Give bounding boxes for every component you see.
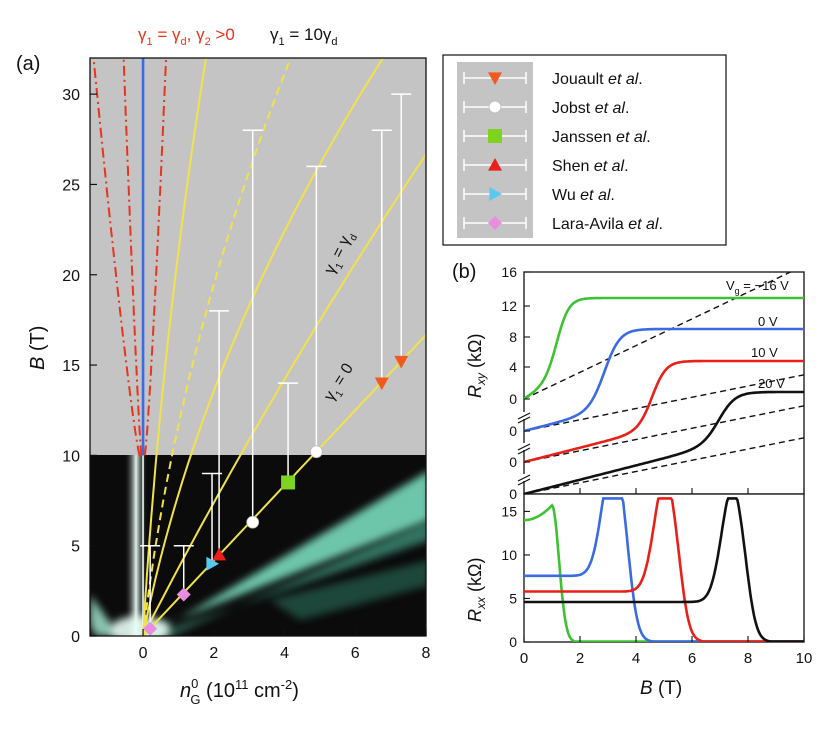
- rxy-curve: [524, 390, 804, 494]
- rxx-curve: [524, 497, 804, 642]
- data-point: [394, 355, 409, 369]
- rxy-classical-line: [524, 405, 804, 463]
- rxx-tick-label: 10: [501, 547, 517, 563]
- b-x-tick-label: 4: [632, 650, 640, 667]
- rxy-curve: [524, 359, 804, 464]
- x-tick-label: 2: [209, 645, 218, 662]
- red-curve-right: [143, 58, 167, 456]
- rxy-tick-label: 12: [501, 298, 517, 314]
- spectrum-glow: [90, 455, 426, 636]
- rxy-tick-label: 4: [509, 359, 517, 375]
- yellow-curve-gamma-d: [142, 152, 426, 636]
- legend-label: Janssen et al.: [552, 129, 651, 146]
- data-point: [143, 621, 158, 636]
- y-tick-label: 10: [62, 448, 80, 465]
- legend: Jouault et al. Jobst et al. Janssen et al.…: [442, 54, 727, 246]
- legend-swatch-area: [457, 62, 533, 238]
- rxx-tick-label: 5: [509, 590, 517, 606]
- legend-marker: [488, 158, 502, 171]
- red-curve-left-outer: [92, 58, 141, 456]
- b-x-tick-label: 8: [744, 650, 752, 667]
- yellow-curve-dashed: [142, 58, 292, 636]
- rxy-tick-label: 16: [501, 264, 517, 280]
- data-point: [212, 547, 227, 561]
- rxy-tick-label: 0: [509, 454, 517, 470]
- y-tick-label: 5: [71, 539, 80, 556]
- legend-label: Lara-Avila et al.: [552, 216, 663, 233]
- y-tick-label: 20: [62, 268, 80, 285]
- panel-b-bottom-ylabel: Rxx (kΩ): [465, 558, 488, 622]
- experimental-data: [140, 93, 412, 636]
- y-tick-label: 0: [71, 629, 80, 646]
- y-tick-label: 15: [62, 358, 80, 375]
- legend-label: Wu et al.: [552, 187, 615, 204]
- x-tick-label: 8: [422, 645, 431, 662]
- panel-a-plot-area: [90, 58, 426, 636]
- panel-a-label: (a): [16, 53, 40, 75]
- panel-b-label: (b): [452, 261, 476, 283]
- rxy-classical-line: [524, 437, 804, 494]
- panel-a-axes: 0 2 4 6 8 0 5 10 15 20 25 30: [62, 87, 430, 662]
- rxy-classical-line: [524, 374, 804, 432]
- annotation-vg-16: Vg = −16 V: [726, 278, 789, 296]
- rxy-curve: [524, 327, 804, 433]
- data-point: [310, 445, 323, 459]
- rxy-classical-line: [524, 272, 793, 400]
- rxy-curves: [524, 272, 804, 494]
- legend-marker: [489, 187, 502, 201]
- rxx-curve: [524, 497, 804, 642]
- panel-b-top-ylabel: Rxy (kΩ): [465, 334, 488, 398]
- b-x-tick-label: 10: [796, 650, 813, 667]
- x-tick-label: 6: [351, 645, 360, 662]
- legend-marker: [488, 129, 502, 143]
- rxy-tick-label: 0: [509, 391, 517, 407]
- x-tick-label: 0: [139, 645, 148, 662]
- data-point: [206, 556, 220, 571]
- rxx-tick-label: 15: [501, 503, 517, 519]
- rxy-tick-label: 0: [509, 423, 517, 439]
- annotation-0v: 0 V: [758, 314, 778, 329]
- annotation-20v: 20 V: [758, 376, 785, 391]
- yellow-curve-1: [142, 58, 207, 636]
- legend-label: Shen et al.: [552, 158, 629, 175]
- rxy-curve: [524, 296, 804, 400]
- annotation-10v: 10 V: [751, 345, 778, 360]
- axis-break-marks: [517, 412, 531, 486]
- data-point: [281, 475, 296, 490]
- gray-region: [90, 58, 426, 455]
- panel-b-xlabel: B (T): [640, 678, 682, 699]
- y-tick-label: 30: [62, 87, 80, 104]
- top-label-red: γ1 = γd, γ2 >0: [138, 25, 235, 48]
- y-tick-label: 25: [62, 177, 80, 194]
- legend-marker: [488, 216, 502, 230]
- panel-a-ylabel: B (T): [27, 326, 49, 370]
- rxx-curves: [524, 497, 804, 642]
- rxy-tick-label: 8: [509, 329, 517, 345]
- data-point: [374, 377, 389, 391]
- legend-label: Jobst et al.: [552, 100, 629, 117]
- x-tick-label: 4: [280, 645, 289, 662]
- legend-marker: [488, 72, 502, 85]
- red-curve-left-inner: [122, 58, 143, 456]
- rxx-tick-label: 0: [509, 634, 517, 650]
- rxy-tick-label: 0: [509, 486, 517, 502]
- legend-label: Jouault et al.: [552, 71, 643, 88]
- panel-a-xlabel: n0 G (1011 cm-2): [180, 676, 299, 707]
- yellow-curve-2: [142, 58, 384, 636]
- top-label-black: γ1 = 10γd: [270, 25, 338, 48]
- b-x-tick-label: 2: [576, 650, 584, 667]
- b-x-tick-label: 0: [520, 650, 528, 667]
- b-x-tick-label: 6: [688, 650, 696, 667]
- data-point: [176, 587, 191, 602]
- panel-a-frame: [89, 57, 427, 637]
- legend-marker: [488, 100, 502, 114]
- data-point: [246, 515, 260, 529]
